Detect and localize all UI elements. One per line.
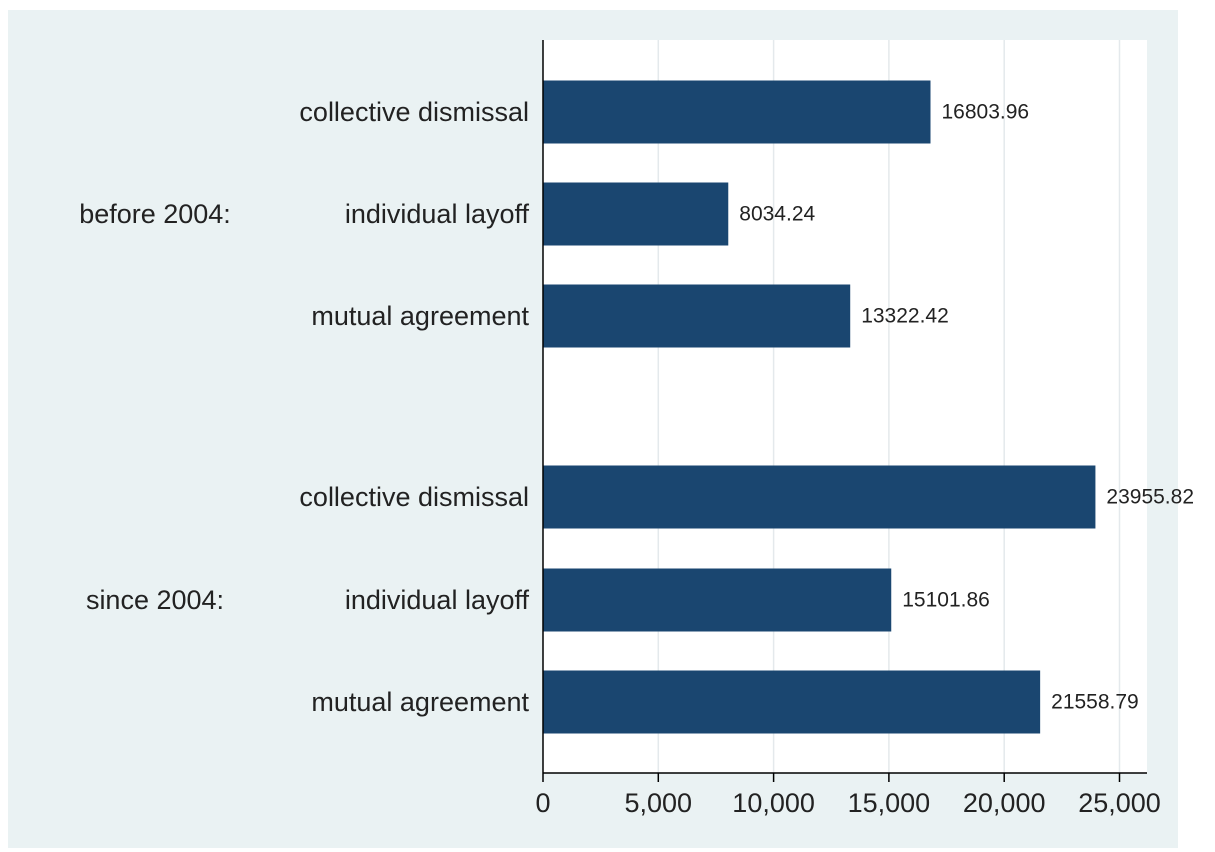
- category-label: collective dismissal: [299, 97, 529, 127]
- bar: [543, 568, 892, 632]
- group-label: before 2004:: [79, 199, 231, 229]
- group-label: since 2004:: [86, 585, 224, 615]
- gridlines: [657, 40, 1121, 773]
- bar: [543, 80, 931, 144]
- bar-value-label: 15101.86: [902, 589, 990, 612]
- category-label: individual layoff: [345, 585, 530, 615]
- category-label: mutual agreement: [311, 301, 529, 331]
- x-tick-label: 20,000: [963, 788, 1046, 818]
- bar: [543, 465, 1096, 529]
- bar: [543, 670, 1041, 734]
- bar: [543, 182, 729, 246]
- bars: [543, 80, 1096, 734]
- bar-value-label: 13322.42: [861, 305, 949, 328]
- bar-value-label: 8034.24: [739, 203, 815, 226]
- plot-area: [543, 40, 1147, 773]
- x-tick-label: 10,000: [732, 788, 815, 818]
- x-tick-label: 25,000: [1078, 788, 1161, 818]
- bar-value-label: 16803.96: [941, 101, 1029, 124]
- bar: [543, 284, 851, 348]
- category-label: individual layoff: [345, 199, 530, 229]
- labels: 0 5,000 10,000 15,000 20,000 25,000 before 200…: [79, 97, 1194, 818]
- bar-value-label: 23955.82: [1106, 486, 1194, 509]
- x-tick-label: 5,000: [625, 788, 693, 818]
- x-tick-label: 0: [535, 788, 550, 818]
- axes: [542, 40, 1147, 782]
- category-label: collective dismissal: [299, 482, 529, 512]
- x-tick-label: 15,000: [848, 788, 931, 818]
- bar-value-label: 21558.79: [1051, 691, 1139, 714]
- category-label: mutual agreement: [311, 687, 529, 717]
